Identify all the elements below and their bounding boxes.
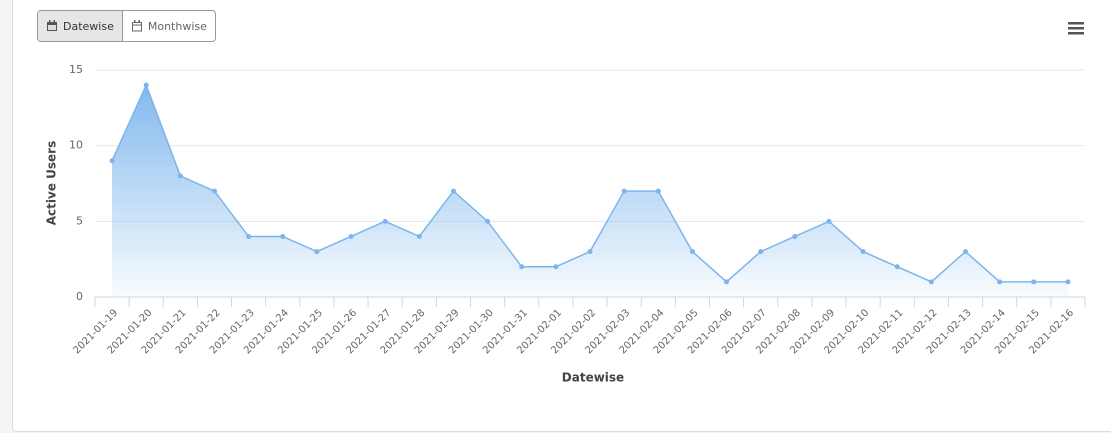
datewise-button[interactable]: Datewise (38, 11, 122, 41)
point (109, 158, 115, 164)
view-toggle: Datewise Monthwise (37, 10, 216, 42)
point (997, 279, 1003, 285)
point (963, 249, 969, 255)
point (758, 249, 764, 255)
point (314, 249, 320, 255)
point (246, 233, 252, 239)
point (519, 264, 525, 270)
point (792, 233, 798, 239)
point (689, 249, 695, 255)
point (280, 233, 286, 239)
point (382, 218, 388, 224)
point (724, 279, 730, 285)
button-label: Datewise (63, 19, 114, 33)
point (655, 188, 661, 194)
calendar-icon (47, 20, 57, 31)
area (112, 85, 1068, 297)
point (894, 264, 900, 270)
point (450, 188, 456, 194)
point (1065, 279, 1071, 285)
menu-icon[interactable] (1068, 22, 1084, 35)
y-tick-label: 10 (69, 139, 83, 152)
point (1031, 279, 1037, 285)
point (485, 218, 491, 224)
point (928, 279, 934, 285)
y-tick-label: 15 (69, 63, 83, 76)
point (143, 82, 149, 88)
point (826, 218, 832, 224)
x-axis-title: Datewise (562, 371, 624, 385)
calendar-icon (131, 20, 142, 32)
point (211, 188, 217, 194)
monthwise-button[interactable]: Monthwise (121, 11, 215, 41)
y-tick-label: 5 (76, 214, 83, 227)
button-label: Monthwise (147, 19, 207, 33)
point (348, 233, 354, 239)
point (177, 173, 183, 179)
point (587, 249, 593, 255)
point (860, 249, 866, 255)
y-axis-title: Active Users (45, 141, 59, 225)
point (416, 233, 422, 239)
point (621, 188, 627, 194)
point (553, 264, 559, 270)
y-tick-label: 0 (76, 290, 83, 303)
